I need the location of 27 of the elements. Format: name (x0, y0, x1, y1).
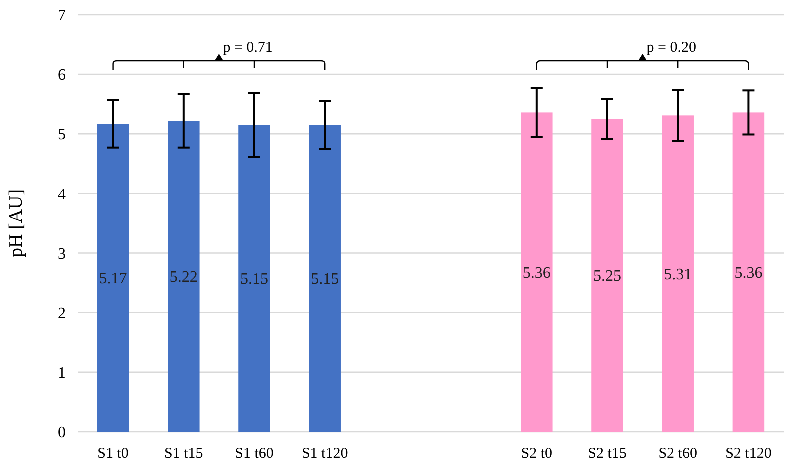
y-tick-label: 3 (58, 246, 66, 263)
data-label: 5.36 (522, 264, 551, 282)
data-label: 5.31 (664, 266, 692, 284)
data-label: 5.17 (99, 270, 128, 288)
x-tick-label: S2 t120 (726, 446, 772, 462)
y-tick-label: 5 (58, 126, 66, 144)
data-label: 5.25 (594, 268, 622, 286)
annotation: p = 0.20 (646, 40, 697, 56)
x-tick-label: S2 t0 (521, 446, 553, 462)
x-tick-label: S2 t15 (588, 446, 627, 462)
y-axis-title: pH [AU] (6, 189, 27, 258)
data-label: 5.15 (311, 271, 340, 288)
x-tick-label: S1 t60 (235, 446, 274, 462)
data-label: 5.15 (240, 271, 268, 288)
y-tick-label: 2 (58, 305, 66, 322)
annotation: p = 0.71 (223, 40, 273, 56)
x-tick-label: S1 t0 (98, 446, 129, 462)
y-tick-label: 6 (58, 67, 66, 84)
x-tick-label: S1 t120 (302, 446, 348, 462)
x-tick-label: S1 t15 (164, 446, 204, 462)
x-tick-label: S2 t60 (658, 446, 698, 462)
data-label: 5.36 (734, 264, 763, 282)
y-tick-label: 4 (58, 186, 66, 204)
data-label: 5.22 (170, 269, 198, 286)
y-tick-label: 7 (58, 8, 66, 25)
y-tick-label: 1 (58, 365, 66, 382)
y-tick-label: 0 (58, 424, 66, 442)
